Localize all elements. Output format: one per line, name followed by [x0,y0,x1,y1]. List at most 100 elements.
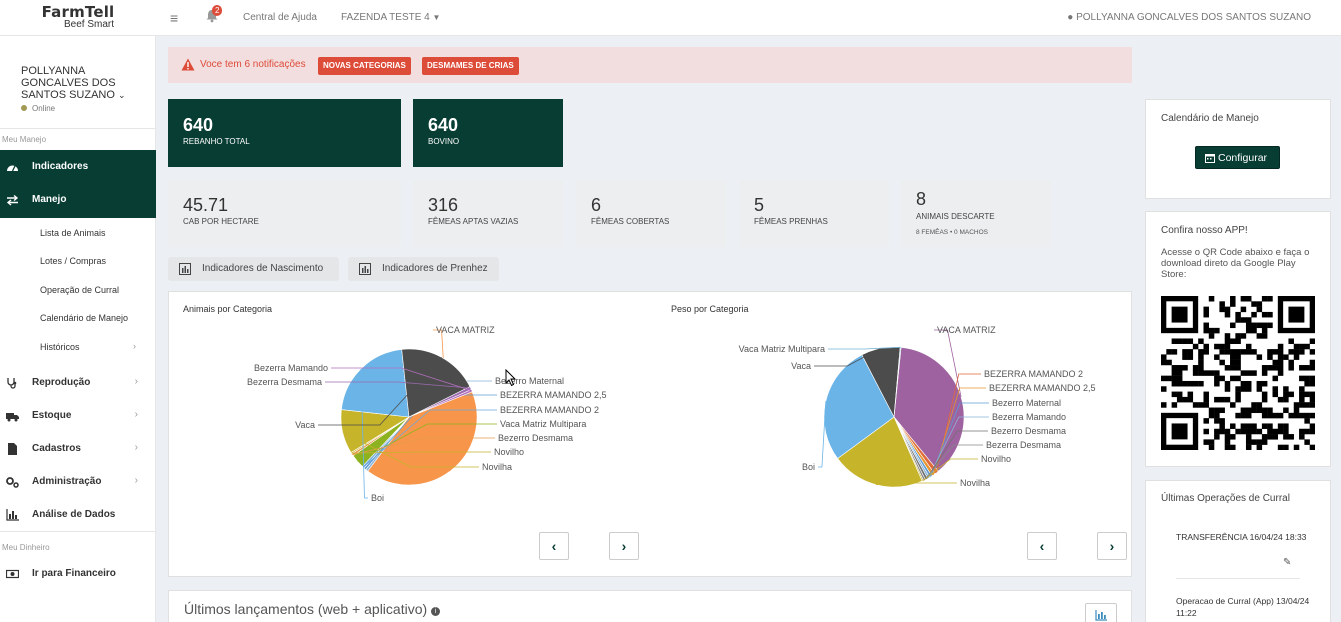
sidebar-item-label: Ir para Financeiro [32,568,116,579]
sidebar-item-estoque[interactable]: Estoque › [0,399,156,432]
pie-slice[interactable] [837,416,923,488]
pie-label: VACA MATRIZ [937,325,996,335]
status-dot-icon [21,105,27,111]
top-bar: FarmTell Beef Smart ≡ 2 Central de Ajuda… [0,0,1341,36]
pie-leader-line [342,431,479,468]
chart-toggle-button[interactable] [1085,603,1117,622]
sidebar-item-analise-dados[interactable]: Análise de Dados [0,498,156,531]
kpi-femeas-cobertas: 6 FÊMEAS COBERTAS [576,180,726,247]
kpi-label: FÊMEAS APTAS VAZIAS [428,217,519,226]
pie-label: Vaca [791,361,811,371]
sidebar-item-manejo[interactable]: Manejo [0,183,156,218]
section-label-dinheiro: Meu Dinheiro [2,543,50,552]
operation-item[interactable]: Operacao de Curral (App) 13/04/24 11:22 [1176,596,1310,618]
sidebar-user[interactable]: POLLYANNA GONCALVES DOS SANTOS SUZANO ⌄ [21,65,131,101]
pie-leader-line [814,347,881,367]
chart-title-animais: Animais por Categoria [183,304,273,314]
pie-leader-line [934,329,962,397]
button-label: Indicadores de Nascimento [202,263,324,274]
sidebar-item-financeiro[interactable]: Ir para Financeiro [0,557,156,590]
next-chart-button[interactable]: › [609,532,639,560]
tag-desmames-crias[interactable]: DESMAMES DE CRIAS [422,57,519,75]
chart-title-peso: Peso por Categoria [671,304,749,314]
chevron-right-icon: › [134,442,138,453]
pie-leader-line [360,368,368,499]
sidebar-item-cadastros[interactable]: Cadastros › [0,432,156,465]
user-menu[interactable]: ● POLLYANNA GONCALVES DOS SANTOS SUZANO [1067,12,1311,23]
chevron-down-icon: ⌄ [118,90,126,100]
pie-leader-line [875,482,957,486]
next-chart-button[interactable]: › [1097,532,1127,560]
user-icon: ● [1067,12,1077,23]
chevron-right-icon: › [134,409,138,420]
pie-leader-line [357,423,497,462]
kpi-label: FÊMEAS PRENHAS [754,217,828,226]
kpi-value: 6 [591,195,602,215]
divider [1176,578,1300,579]
pie-label: Vaca [295,420,315,430]
bar-chart-icon [359,263,371,275]
divider [0,531,156,532]
sidebar-user-name: POLLYANNA GONCALVES DOS SANTOS SUZANO [21,65,116,101]
farm-selector[interactable]: FAZENDA TESTE 4 ▼ [341,12,440,23]
indicadores-prenhez-button[interactable]: Indicadores de Prenhez [348,257,499,281]
kpi-label: ANIMAIS DESCARTE [916,212,995,221]
gears-icon [6,477,19,488]
logo[interactable]: FarmTell Beef Smart [0,0,156,36]
help-link[interactable]: Central de Ajuda [243,12,317,23]
menu-toggle-icon[interactable]: ≡ [170,10,179,26]
section-title-text: Últimos lançamentos (web + aplicativo) [184,601,428,617]
box-title: Últimas Operações de Curral [1161,493,1290,504]
sidebar-subitem-lotes[interactable]: Lotes / Compras [40,256,107,266]
pie-label: Novilha [482,462,512,472]
kpi-value: 45.71 [183,195,229,215]
operation-item[interactable]: TRANSFERÊNCIA 16/04/24 18:33 [1176,532,1307,542]
mouse-cursor-icon [505,369,517,387]
tag-novas-categorias[interactable]: NOVAS CATEGORIAS [318,57,411,75]
pie-leader-line [930,402,989,477]
sidebar-subitem-calendario[interactable]: Calendário de Manejo [40,313,129,323]
pencil-icon[interactable]: ✎ [1283,557,1292,568]
pie-leader-line [818,401,827,468]
pie-label: Bezerro Maternal [992,398,1061,408]
prev-chart-button[interactable]: ‹ [539,532,569,560]
sidebar-subitem-operacao-curral[interactable]: Operação de Curral [40,285,120,295]
sidebar-item-administracao[interactable]: Administração › [0,465,156,498]
pie-label: Vaca Matriz Multipara [500,419,586,429]
prev-chart-button[interactable]: ‹ [1027,532,1057,560]
pie-slice[interactable] [823,354,895,459]
sidebar-item-indicadores[interactable]: Indicadores [0,150,156,185]
charts-panel: Animais por Categoria Peso por Categoria… [168,291,1132,577]
chevron-right-icon: › [133,341,136,351]
kpi-sublabel: 8 FEMÊAS • 0 MACHOS [916,229,988,236]
button-label: Configurar [1218,152,1268,164]
pie-leader-line [331,367,472,392]
kpi-bovino: 640 BOVINO [413,99,563,167]
pie-label: Boi [371,493,384,503]
info-icon[interactable]: i [431,607,441,616]
qr-code[interactable] [1161,296,1315,450]
pie-label: Bezerra Desmama [986,440,1061,450]
sidebar: POLLYANNA GONCALVES DOS SANTOS SUZANO ⌄ … [0,36,156,622]
box-title: Confira nosso APP! [1161,225,1248,236]
kpi-value: 640 [428,115,459,135]
pie-label: BEZERRA MAMANDO 2 [984,369,1083,379]
sidebar-subitem-lista-animais[interactable]: Lista de Animais [40,228,106,238]
sidebar-item-reproducao[interactable]: Reprodução › [0,366,156,399]
kpi-value: 8 [916,189,927,209]
sidebar-subitem-historicos[interactable]: Históricos [40,342,80,352]
divider [0,128,156,129]
pie-slice[interactable] [341,349,410,418]
pie-label: Bezerro Desmama [498,433,573,443]
kpi-animais-descarte: 8 ANIMAIS DESCARTE 8 FEMÊAS • 0 MACHOS [901,180,1051,247]
calendar-icon [1205,154,1215,163]
bar-chart-icon [1095,610,1107,621]
farm-name: FAZENDA TESTE 4 [341,12,430,23]
indicadores-nascimento-button[interactable]: Indicadores de Nascimento [168,257,339,281]
kpi-label: REBANHO TOTAL [183,137,250,146]
configurar-button[interactable]: Configurar [1195,146,1280,169]
pie-label: Novilho [981,454,1011,464]
ultimas-operacoes-box: Últimas Operações de Curral TRANSFERÊNCI… [1145,480,1331,622]
sidebar-item-label: Análise de Dados [32,509,116,520]
user-status: Online [21,104,55,113]
